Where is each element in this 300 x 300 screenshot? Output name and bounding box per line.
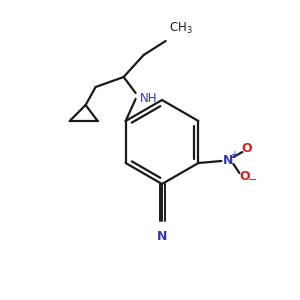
Text: +: +: [230, 150, 238, 160]
Text: NH: NH: [140, 92, 157, 104]
Text: CH$_3$: CH$_3$: [169, 21, 192, 36]
Text: O: O: [239, 170, 250, 184]
Text: O: O: [241, 142, 252, 154]
Text: −: −: [248, 175, 257, 185]
Text: N: N: [223, 154, 234, 167]
Text: N: N: [157, 230, 167, 243]
